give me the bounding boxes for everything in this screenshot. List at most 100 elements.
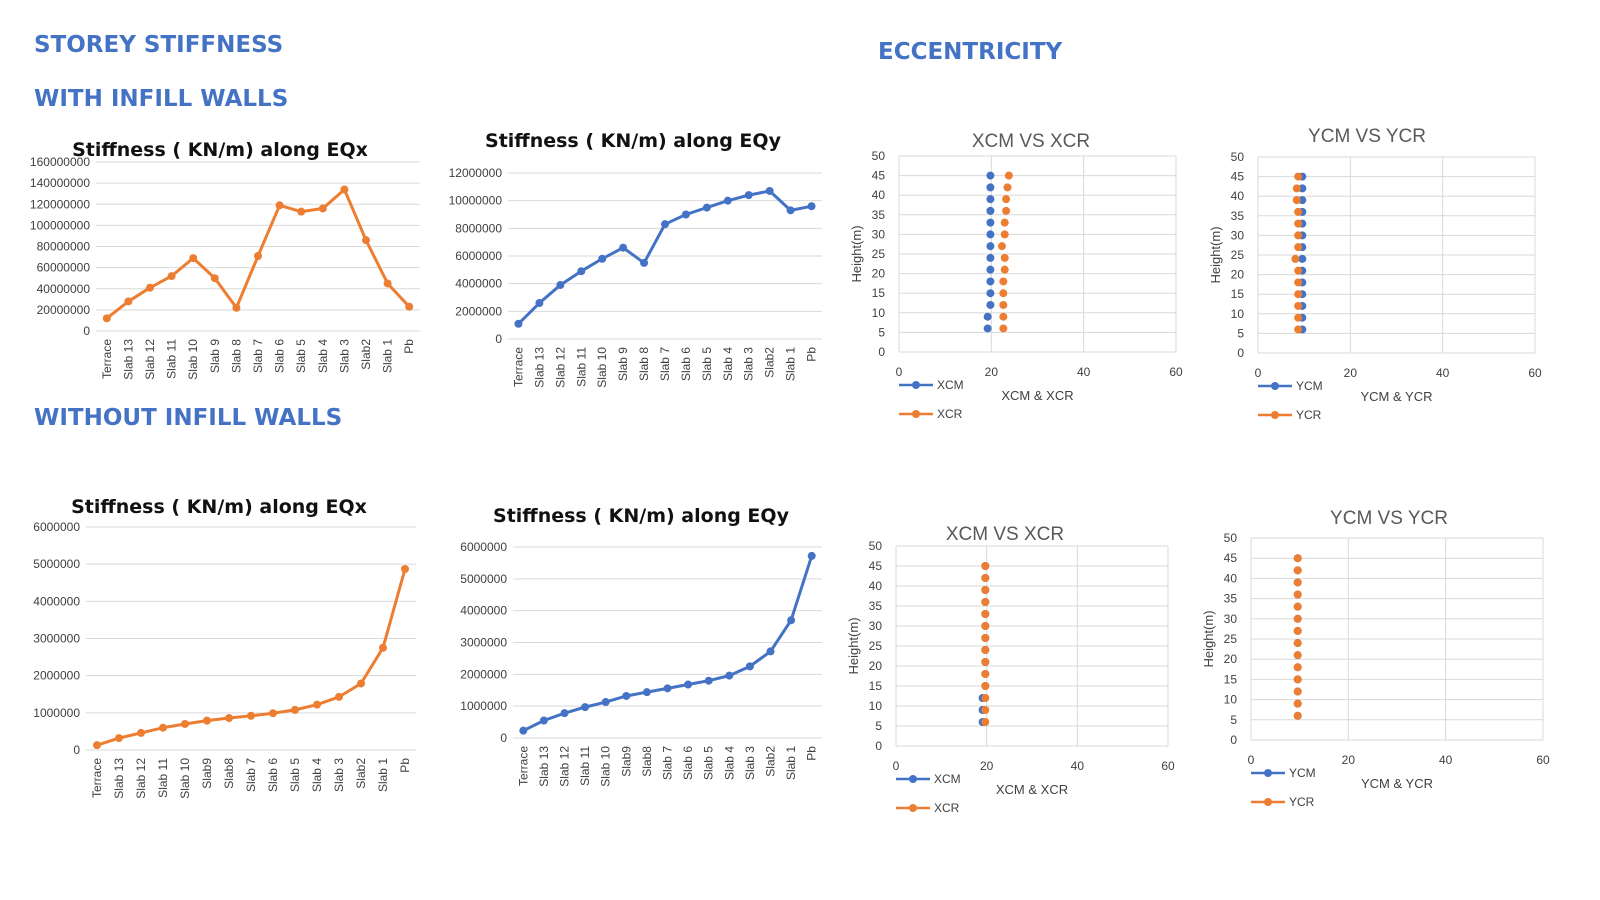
x-tick-label: Slab8 bbox=[222, 758, 236, 789]
x-tick-label: Slab 3 bbox=[337, 339, 351, 373]
y-tick-label: 2000000 bbox=[455, 304, 502, 318]
y-tick-label: 5 bbox=[875, 719, 882, 733]
y-tick-label: 50 bbox=[869, 539, 883, 553]
x-tick-label: 0 bbox=[893, 759, 900, 773]
legend-marker bbox=[909, 775, 917, 783]
data-point bbox=[539, 716, 548, 725]
x-tick-label: Slab8 bbox=[640, 746, 654, 777]
y-tick-label: 4000000 bbox=[460, 604, 507, 618]
data-point bbox=[663, 684, 672, 693]
x-tick-label: Pb bbox=[398, 758, 412, 773]
y-tick-label: 15 bbox=[869, 679, 883, 693]
y-tick-label: 6000000 bbox=[455, 249, 502, 263]
y-tick-label: 40 bbox=[872, 188, 886, 202]
x-tick-label: Slab 9 bbox=[616, 347, 630, 381]
chart-title: YCM VS YCR bbox=[1308, 126, 1426, 147]
data-point bbox=[642, 688, 651, 697]
data-point bbox=[1293, 639, 1302, 648]
y-tick-label: 2000000 bbox=[33, 669, 80, 683]
data-point bbox=[1294, 290, 1303, 299]
x-tick-label: Slab 11 bbox=[156, 758, 170, 798]
data-point bbox=[1293, 699, 1302, 708]
x-tick-label: Slab 13 bbox=[532, 347, 546, 388]
y-tick-label: 3000000 bbox=[33, 632, 80, 646]
x-tick-label: Pb bbox=[805, 746, 819, 761]
y-tick-label: 5000000 bbox=[460, 572, 507, 586]
data-point bbox=[999, 289, 1008, 298]
x-tick-label: Slab 12 bbox=[553, 347, 567, 388]
legend-label: XCM bbox=[934, 772, 961, 786]
x-tick-label: Slab2 bbox=[764, 746, 778, 777]
data-point bbox=[159, 723, 167, 732]
x-tick-label: Terrace bbox=[511, 347, 525, 387]
x-tick-label: Slab 1 bbox=[381, 339, 395, 373]
y-tick-label: 40 bbox=[1224, 571, 1238, 585]
y-tick-label: 15 bbox=[1224, 672, 1238, 686]
y-tick-label: 35 bbox=[1224, 592, 1238, 606]
data-point bbox=[684, 680, 693, 689]
data-point bbox=[1294, 231, 1303, 240]
data-point bbox=[1294, 301, 1303, 310]
data-point bbox=[93, 741, 101, 750]
y-tick-label: 25 bbox=[1231, 248, 1245, 262]
y-tick-label: 160000000 bbox=[30, 155, 90, 169]
x-tick-label: Slab 4 bbox=[316, 339, 330, 373]
legend-marker bbox=[912, 381, 920, 389]
x-tick-label: Slab 3 bbox=[332, 758, 346, 792]
x-tick-label: Slab 4 bbox=[721, 347, 735, 381]
data-point bbox=[1292, 196, 1301, 205]
data-point bbox=[981, 610, 990, 618]
y-tick-label: 120000000 bbox=[30, 197, 90, 211]
x-axis-label: YCM & YCR bbox=[1361, 776, 1433, 791]
y-tick-label: 0 bbox=[875, 739, 882, 753]
legend-marker bbox=[1271, 411, 1279, 419]
data-point bbox=[807, 202, 816, 211]
data-point bbox=[379, 643, 387, 652]
x-tick-label: Slab 3 bbox=[742, 347, 756, 381]
y-tick-label: 35 bbox=[872, 208, 886, 222]
x-tick-label: Slab 10 bbox=[595, 347, 609, 388]
data-point bbox=[999, 324, 1008, 333]
data-point bbox=[1003, 183, 1012, 192]
y-tick-label: 6000000 bbox=[33, 520, 80, 534]
data-point bbox=[1000, 253, 1009, 262]
data-point bbox=[723, 196, 732, 205]
data-point bbox=[1293, 590, 1302, 599]
data-point bbox=[1293, 687, 1302, 696]
x-tick-label: Slab 8 bbox=[229, 339, 243, 373]
data-point bbox=[981, 706, 990, 714]
y-tick-label: 30 bbox=[1224, 612, 1238, 626]
x-tick-label: 20 bbox=[1344, 366, 1358, 380]
y-tick-label: 50 bbox=[1231, 150, 1245, 164]
y-tick-label: 1000000 bbox=[33, 706, 80, 720]
x-tick-label: Slab 1 bbox=[784, 347, 798, 381]
data-point bbox=[787, 616, 796, 625]
y-tick-label: 50 bbox=[872, 149, 886, 163]
y-tick-label: 0 bbox=[1237, 346, 1244, 360]
data-point bbox=[1294, 207, 1303, 216]
data-point bbox=[232, 303, 241, 312]
data-point bbox=[181, 719, 189, 728]
data-point bbox=[1293, 711, 1302, 720]
data-point bbox=[1002, 195, 1011, 204]
y-tick-label: 45 bbox=[872, 169, 886, 183]
x-tick-label: 40 bbox=[1077, 365, 1091, 379]
data-point bbox=[981, 694, 990, 702]
y-tick-label: 12000000 bbox=[449, 166, 503, 180]
data-point bbox=[247, 711, 255, 720]
data-point bbox=[986, 265, 995, 274]
x-tick-label: 40 bbox=[1071, 759, 1085, 773]
data-point bbox=[619, 243, 628, 252]
legend-marker bbox=[909, 804, 917, 812]
y-tick-label: 20000000 bbox=[37, 303, 91, 317]
y-tick-label: 0 bbox=[500, 731, 507, 745]
data-point bbox=[986, 277, 995, 286]
data-point bbox=[601, 698, 610, 707]
data-point bbox=[1294, 243, 1303, 252]
data-point bbox=[291, 705, 299, 714]
